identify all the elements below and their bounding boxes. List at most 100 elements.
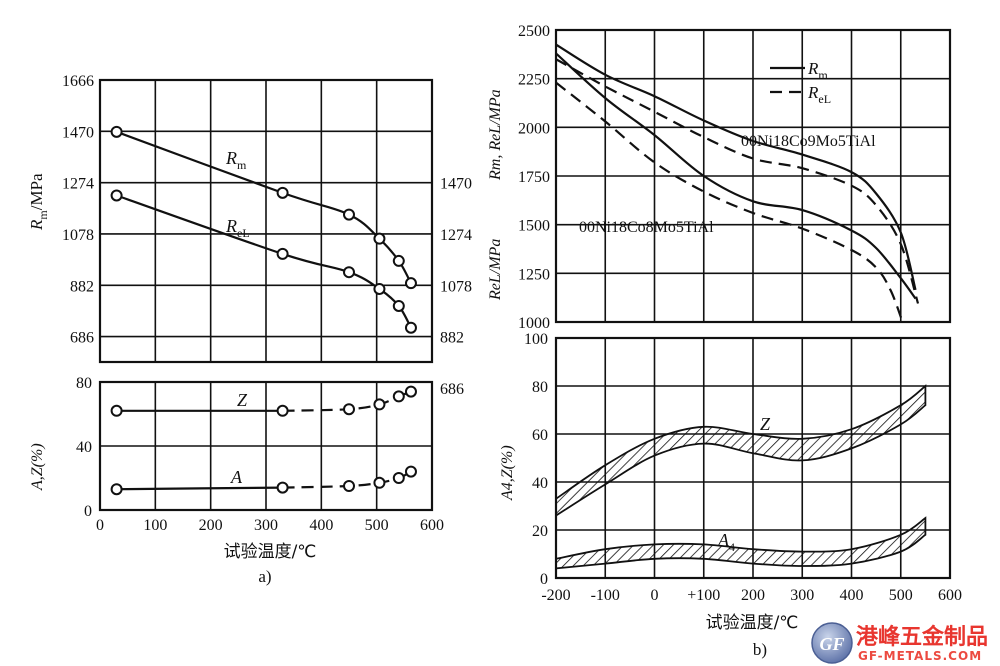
panel-a-top-left-tick: 1274 [62, 176, 94, 193]
panel-a-point-z [373, 398, 386, 411]
panel-a-x-tick: 500 [365, 517, 389, 534]
globe-logo-icon [811, 622, 853, 664]
panel-a-xlabel: 试验温度/℃ [224, 542, 317, 562]
panel-b-curve-00ni18co8mo5tial-rel [556, 81, 905, 325]
panel-a-bottom-ylabel: A,Z(%) [29, 443, 46, 491]
globe-logo-text: GF [819, 634, 844, 654]
panel-a-point-z [276, 404, 289, 417]
panel-a-top-right-tick: 1274 [440, 227, 472, 244]
panel-a-x-tick: 100 [143, 517, 167, 534]
panel-b-top-tick: 1500 [518, 218, 550, 235]
panel-a-top-right-tick: 1078 [440, 278, 472, 295]
panel-a-point-rm [404, 277, 417, 290]
panel-a-curves [110, 125, 417, 496]
panel-a-point-z [110, 404, 123, 417]
panel-b-bottom-tick: 80 [532, 379, 548, 396]
panel-a-curve-rel [116, 194, 412, 329]
panel-b-curves [555, 43, 927, 570]
panel-a-point-rel [343, 266, 355, 279]
panel-a-point-a [373, 476, 386, 489]
panel-b-curve-00ni18co9mo5tial-rel [556, 58, 920, 304]
panel-b-xlabel: 试验温度/℃ [706, 613, 799, 633]
panel-b-curve-00ni18co9mo5tial-rm [556, 43, 917, 291]
panel-a-top-left-tick: 1078 [62, 227, 94, 244]
panel-b-x-tick: -100 [591, 587, 620, 604]
watermark: GF 港峰五金制品 GF-METALS.COM [811, 622, 988, 664]
panel-a-curve-rm [116, 130, 412, 284]
panel-a-label-rm: Rm [225, 148, 247, 172]
panel-a-point-rm [110, 125, 123, 138]
panel-a-point-z [343, 403, 355, 416]
panel-b-curve-00ni18co8mo5tial-rm [556, 52, 917, 300]
panel-a-label-z: Z [237, 390, 248, 410]
panel-b-x-tick: +100 [687, 587, 720, 604]
panel-b-top-tick: 2250 [518, 72, 550, 89]
panel-a-point-a [110, 483, 123, 496]
watermark-en: GF-METALS.COM [858, 649, 982, 663]
panel-a-point-rm [276, 186, 289, 199]
panel-a-x-tick: 400 [309, 517, 333, 534]
panel-b-top-ylabel-lower: ReL/MPa [487, 239, 504, 301]
panel-a-bottom-tick: 0 [84, 503, 92, 520]
panel-b-bottom-ylabel: A4,Z(%) [499, 445, 516, 501]
panel-b-bottom-tick: 40 [532, 475, 548, 492]
panel-a-point-rel [392, 299, 405, 312]
panel-b: -200 -100 0 +100 200 300 400 500 600250022502000… [487, 23, 962, 659]
panel-a-point-rm [373, 232, 386, 245]
panel-a-bottom-tick: 40 [76, 439, 92, 456]
panel-b-x-tick: 200 [741, 587, 765, 604]
panel-a-point-a [276, 481, 289, 494]
panel-a-point-rm [392, 254, 405, 267]
panel-a-bottom-tick: 80 [76, 375, 92, 392]
panel-b-top-curves [556, 43, 920, 325]
panel-b-legend: Rm ReL [770, 59, 831, 106]
panel-a-top-left-tick: 882 [70, 278, 94, 295]
panel-a-x-tick: 0 [96, 517, 104, 534]
panel-b-top-ylabel-upper: Rm, ReL/MPa [487, 89, 504, 181]
panel-a-x-tick: 200 [199, 517, 223, 534]
panel-a-top-left-tick: 1666 [62, 73, 94, 90]
panel-b-annotation-co9: 00Ni18Co9Mo5TiAl [741, 133, 876, 150]
panel-a-label-rel: ReL [225, 216, 250, 240]
panel-b-top-tick: 1750 [518, 169, 550, 186]
watermark-cn: 港峰五金制品 [856, 624, 988, 650]
panel-b-top-tick: 1250 [518, 266, 550, 283]
panel-b-bottom-tick: 20 [532, 523, 548, 540]
panel-a-x-tick: 300 [254, 517, 278, 534]
panel-a-point-rel [373, 282, 386, 295]
panel-b-panel-label: b) [753, 640, 767, 659]
panel-b-annotation-co8: 00Ni18Co8Mo5TiAl [579, 219, 714, 236]
panel-b-label-a4: A4 [717, 530, 735, 554]
panel-a: 1666 1470 1274 1078 882 686 1470 1274 1078 882 686… [27, 73, 472, 586]
panel-b-bottom-tick: 0 [540, 571, 548, 588]
panel-b-top-tick: 1000 [518, 315, 550, 332]
legend-rel-label: ReL [807, 83, 831, 106]
panel-a-point-a [404, 465, 417, 478]
panel-b-label-z: Z [760, 414, 771, 434]
panel-b-tick-labels: -200 -100 0 +100 200 300 400 500 600250022502000… [518, 23, 962, 604]
panel-b-x-tick: 400 [840, 587, 864, 604]
panel-b-x-tick: 500 [889, 587, 913, 604]
panel-b-top-grid [554, 28, 952, 324]
panel-a-top-left-tick: 686 [70, 330, 94, 347]
panel-b-x-tick: -200 [541, 587, 570, 604]
panel-a-top-right-tick: 1470 [440, 176, 472, 193]
panel-a-top-left-tick: 1470 [62, 124, 94, 141]
panel-b-x-tick: 600 [938, 587, 962, 604]
panel-a-curve-a [116, 486, 283, 491]
legend-rm-label: Rm [807, 59, 828, 82]
panel-a-tick-labels: 1666 1470 1274 1078 882 686 1470 1274 1078 882 686… [62, 73, 472, 534]
panel-b-x-tick: 0 [651, 587, 659, 604]
panel-a-top-right-tick: 882 [440, 330, 464, 347]
panel-a-x-tick: 600 [420, 517, 444, 534]
panel-a-top-right-tick: 686 [440, 381, 464, 398]
panel-a-point-z [404, 385, 417, 398]
panel-a-point-rm [343, 208, 355, 221]
panel-a-label-a: A [230, 467, 243, 487]
panel-a-point-rel [404, 321, 417, 334]
panel-a-point-a [343, 480, 355, 492]
panel-a-panel-label: a) [258, 567, 271, 586]
panel-a-point-z [392, 390, 405, 403]
panel-b-band-z [555, 384, 927, 518]
